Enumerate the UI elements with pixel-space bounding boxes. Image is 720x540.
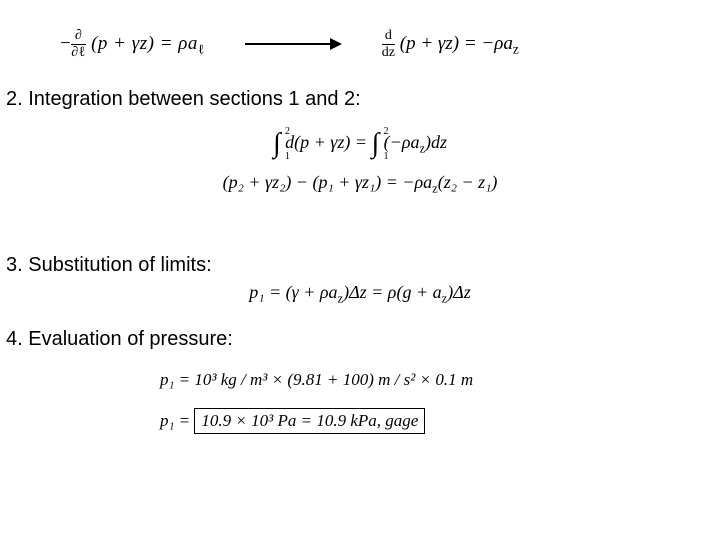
eq-left-sub: ℓ (198, 41, 205, 56)
int-lower: 1 (285, 151, 290, 162)
arrow-icon (245, 38, 342, 50)
frac-den: ∂ℓ (71, 45, 86, 60)
equation-right: ddz (p + γz) = −ρaz (382, 29, 519, 60)
step-3-label: 3. Substitution of limits: (6, 254, 212, 277)
eval-pre: p₁ = (160, 411, 194, 430)
integration-equations: ∫21 d(p + γz) = ∫21 (−ρaz)dz (p₂ + γz₂) … (0, 128, 720, 209)
frac-num: d (382, 29, 395, 45)
int2-end: (z₂ − z₁) (438, 172, 498, 192)
eval-line-1: p₁ = 10³ kg / m³ × (9.81 + 100) m / s² ×… (160, 370, 473, 390)
frac-num: ∂ (71, 29, 86, 45)
equation-row-1: −∂∂ℓ (p + γz) = ρaℓ ddz (p + γz) = −ρaz (60, 24, 690, 64)
eval-line-2: p₁ = 10.9 × 10³ Pa = 10.9 kPa, gage (160, 408, 473, 434)
integral-line-1: ∫21 d(p + γz) = ∫21 (−ρaz)dz (0, 128, 720, 160)
integral-line-2: (p₂ + γz₂) − (p₁ + γz₁) = −ρaz(z₂ − z₁) (0, 172, 720, 197)
int-lhs: d(p + γz) = (285, 132, 371, 152)
integral-icon: ∫21 (372, 128, 380, 160)
sub-mid: )Δz = ρ(g + a (343, 282, 442, 302)
int-lower: 1 (384, 151, 389, 162)
int-upper: 2 (384, 126, 389, 137)
sub-end: )Δz (447, 282, 471, 302)
substitution-equation: p₁ = (γ + ρaz)Δz = ρ(g + az)Δz (0, 282, 720, 307)
int2-body: (p₂ + γz₂) − (p₁ + γz₁) = −ρa (223, 172, 433, 192)
frac-den: dz (382, 45, 395, 60)
eq-right-sub: z (513, 41, 519, 56)
int-upper: 2 (285, 126, 290, 137)
evaluation-equations: p₁ = 10³ kg / m³ × (9.81 + 100) m / s² ×… (160, 370, 473, 452)
eq-left-body: (p + γz) = ρa (91, 32, 198, 53)
boxed-result: 10.9 × 10³ Pa = 10.9 kPa, gage (194, 408, 425, 434)
equation-left: −∂∂ℓ (p + γz) = ρaℓ (60, 29, 205, 60)
step-2-label: 2. Integration between sections 1 and 2: (6, 88, 361, 111)
eq-right-body: (p + γz) = −ρa (400, 32, 513, 53)
int-rhs-end: )dz (425, 132, 447, 152)
int-rhs: (−ρa (384, 132, 420, 152)
integral-icon: ∫21 (273, 128, 281, 160)
step-4-label: 4. Evaluation of pressure: (6, 328, 233, 351)
sub-pre: p₁ = (γ + ρa (249, 282, 337, 302)
